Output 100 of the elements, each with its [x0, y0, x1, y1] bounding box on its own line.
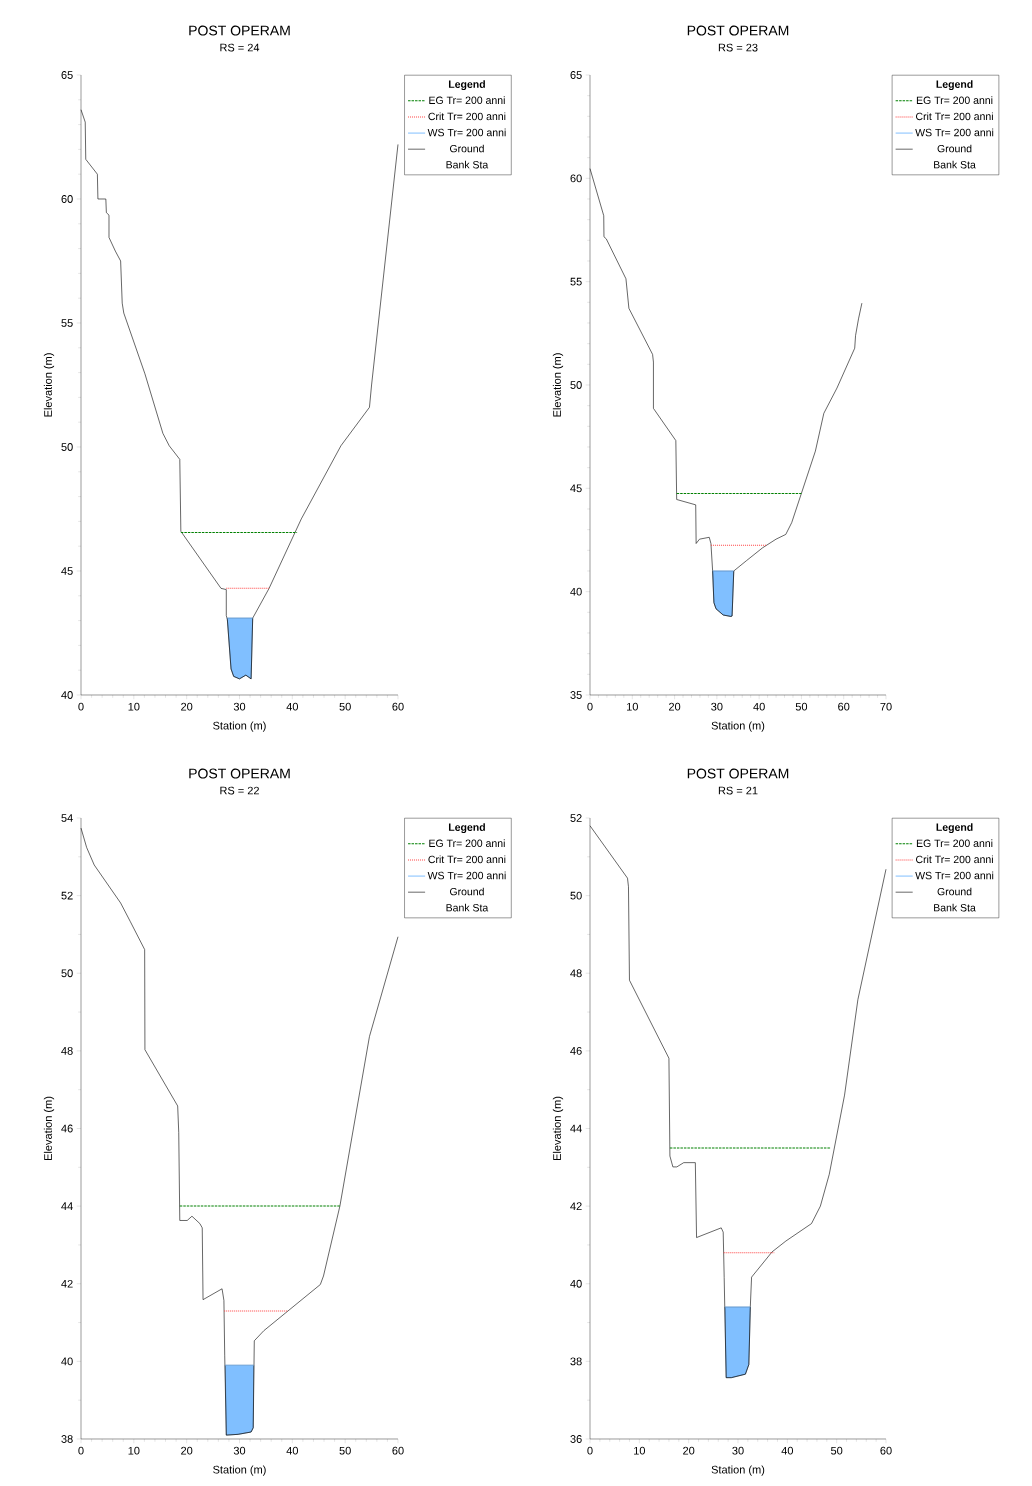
x-tick-label: 20: [181, 1446, 193, 1455]
x-tick-label: 50: [339, 702, 351, 711]
x-axis-title: Station (m): [213, 1465, 266, 1476]
x-tick-label: 0: [587, 1446, 593, 1455]
legend-title: Legend: [936, 80, 973, 91]
x-tick-label: 50: [339, 1446, 351, 1455]
y-axis-title: Elevation (m): [552, 1096, 564, 1160]
x-tick-label: 30: [732, 1446, 744, 1455]
y-tick-label: 40: [61, 1357, 73, 1366]
x-tick-label: 30: [711, 702, 723, 711]
x-tick-label: 40: [753, 702, 765, 711]
y-tick-label: 60: [61, 195, 73, 203]
x-tick-label: 50: [795, 702, 808, 711]
legend-label: Ground: [449, 144, 484, 153]
x-tick-label: 60: [838, 702, 850, 711]
x-tick-label: 70: [880, 702, 892, 711]
y-tick-label: 40: [61, 691, 73, 699]
x-tick-label: 20: [181, 702, 193, 711]
y-tick-label: 40: [570, 587, 582, 596]
text: Bank Sta: [934, 903, 976, 912]
y-tick-label: 52: [570, 814, 582, 822]
y-tick-label: 40: [570, 1279, 582, 1288]
legend-label: WS Tr= 200 anni: [427, 871, 506, 880]
chart-subtitle: RS = 23: [718, 43, 758, 52]
x-tick-label: 10: [128, 1446, 140, 1455]
text: Bank Sta: [934, 160, 976, 169]
y-tick-label: 42: [61, 1279, 73, 1288]
y-tick-label: 44: [570, 1124, 582, 1133]
y-axis-title: Elevation (m): [43, 353, 55, 417]
text: Bank Sta: [446, 903, 489, 912]
legend-label: EG Tr= 200 anni: [916, 839, 993, 848]
x-tick-label: 30: [233, 1446, 246, 1455]
y-tick-label: 48: [570, 969, 582, 978]
y-tick-label: 45: [570, 484, 582, 493]
y-axis-title: Elevation (m): [552, 353, 564, 417]
x-tick-label: 40: [286, 702, 298, 711]
y-tick-label: 55: [61, 319, 73, 327]
legend-label: WS Tr= 200 anni: [915, 871, 994, 880]
y-tick-label: 65: [570, 71, 582, 79]
legend-label: Crit Tr= 200 anni: [428, 855, 506, 864]
y-tick-label: 50: [570, 381, 582, 389]
y-tick-label: 52: [61, 891, 73, 900]
y-tick-label: 38: [61, 1435, 73, 1443]
y-tick-label: 48: [61, 1046, 73, 1055]
chart-title: POST OPERAM: [189, 25, 290, 36]
x-tick-label: 0: [78, 1446, 84, 1455]
chart-subtitle: RS = 22: [220, 786, 259, 795]
legend-label: Crit Tr= 200 anni: [916, 112, 993, 121]
text: Bank Sta: [446, 160, 489, 169]
y-tick-label: 44: [61, 1202, 73, 1210]
x-tick-label: 20: [683, 1446, 695, 1455]
x-tick-label: 40: [286, 1446, 298, 1455]
chart-title: POST OPERAM: [687, 768, 789, 779]
legend-title: Legend: [448, 823, 485, 834]
x-axis-title: Station (m): [711, 1465, 765, 1476]
x-tick-label: 60: [392, 1446, 404, 1455]
chart-subtitle: RS = 24: [220, 43, 260, 52]
x-tick-label: 60: [880, 1446, 892, 1455]
x-tick-label: 0: [78, 702, 84, 711]
y-tick-label: 35: [570, 691, 582, 699]
y-tick-label: 38: [570, 1357, 582, 1366]
legend-label: Crit Tr= 200 anni: [428, 112, 506, 121]
y-tick-label: 50: [570, 891, 582, 900]
legend-label: Crit Tr= 200 anni: [916, 855, 993, 864]
y-tick-label: 60: [570, 174, 582, 183]
legend-label: Ground: [937, 144, 972, 153]
legend-label: WS Tr= 200 anni: [915, 128, 994, 137]
x-tick-label: 10: [634, 1446, 646, 1455]
y-tick-label: 36: [570, 1435, 582, 1443]
x-tick-label: 40: [781, 1446, 794, 1455]
y-tick-label: 46: [570, 1046, 582, 1055]
chart-title: POST OPERAM: [687, 25, 789, 36]
legend-label: EG Tr= 200 anni: [429, 839, 505, 848]
legend-title: Legend: [448, 80, 485, 91]
legend-label: EG Tr= 200 anni: [916, 96, 993, 105]
x-axis-title: Station (m): [213, 721, 266, 732]
x-axis-title: Station (m): [711, 721, 765, 732]
x-tick-label: 50: [830, 1446, 843, 1455]
y-tick-label: 46: [61, 1124, 73, 1133]
y-tick-label: 42: [570, 1202, 582, 1210]
y-tick-label: 50: [61, 969, 73, 978]
y-tick-label: 65: [61, 71, 73, 79]
y-tick-label: 45: [61, 567, 73, 575]
x-tick-label: 10: [128, 702, 140, 711]
legend-label: WS Tr= 200 anni: [427, 128, 506, 137]
legend-label: Ground: [449, 887, 484, 896]
y-tick-label: 54: [61, 814, 73, 822]
x-tick-label: 60: [392, 702, 404, 711]
x-tick-label: 0: [587, 702, 593, 711]
legend-label: EG Tr= 200 anni: [429, 96, 505, 105]
y-tick-label: 50: [61, 443, 73, 451]
y-axis-title: Elevation (m): [43, 1096, 55, 1160]
chart-title: POST OPERAM: [189, 768, 290, 779]
legend-label: Ground: [937, 887, 972, 896]
chart-subtitle: RS = 21: [718, 786, 758, 795]
x-tick-label: 20: [669, 702, 681, 711]
x-tick-label: 10: [627, 702, 638, 711]
y-tick-label: 55: [570, 277, 582, 286]
x-tick-label: 30: [233, 702, 246, 711]
legend-title: Legend: [936, 823, 973, 834]
